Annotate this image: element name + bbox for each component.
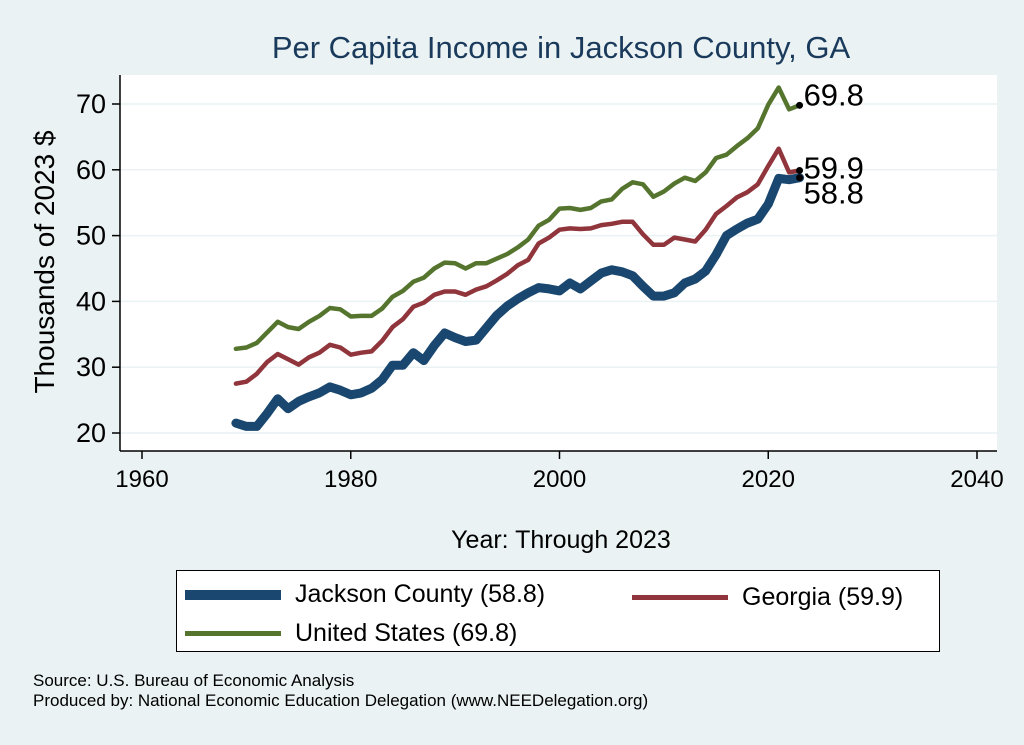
x-tick-label-2020: 2020 [742, 466, 795, 493]
y-tick-label-30: 30 [76, 352, 106, 382]
gridlines [120, 103, 997, 434]
series-lines [231, 85, 805, 431]
source-note: Source: U.S. Bureau of Economic Analysis [33, 671, 355, 690]
x-tick-label-1960: 1960 [115, 466, 168, 493]
y-tick-label-60: 60 [76, 155, 106, 185]
legend-label-georgia: Georgia (59.9) [742, 583, 904, 611]
x-tick-label-2040: 2040 [950, 466, 1003, 493]
end-label-jackson-county: 58.8 [804, 176, 864, 211]
y-tick-label-20: 20 [76, 418, 106, 448]
legend-label-jackson: Jackson County (58.8) [295, 580, 546, 608]
end-label-united-states: 69.8 [804, 77, 864, 112]
legend-swatch-georgia [632, 595, 728, 600]
series-line-united-states [233, 85, 802, 352]
y-tick-label-50: 50 [76, 221, 106, 251]
x-tick-label-1980: 1980 [324, 466, 377, 493]
end-marker-united-states [796, 101, 804, 109]
end-labels: 58.859.9 69.8 [796, 77, 864, 211]
plot-area [120, 75, 997, 451]
series-line-jackson-county [231, 173, 805, 431]
chart-title: Per Capita Income in Jackson County, GA [272, 30, 851, 65]
legend-label-us: United States (69.8) [295, 619, 518, 647]
end-marker-jackson-county [796, 174, 804, 182]
legend-entry-georgia: Georgia (59.9) [632, 583, 903, 612]
y-tick-label-70: 70 [76, 89, 106, 119]
y-axis-title: Thousands of 2023 $ [29, 130, 60, 394]
legend-swatch-jackson [185, 589, 281, 600]
produced-by-note: Produced by: National Economic Education… [33, 691, 649, 710]
axes: 20 30 40 50 60 70 1960 1980 2000 2020 2040 [76, 75, 1004, 493]
end-marker-georgia [796, 166, 804, 174]
footer: Source: U.S. Bureau of Economic Analysis… [33, 671, 648, 711]
x-tick-label-2000: 2000 [533, 466, 586, 493]
x-axis-title: Year: Through 2023 [451, 526, 671, 554]
y-tick-label-40: 40 [76, 286, 106, 316]
legend-entry-us: United States (69.8) [185, 619, 517, 648]
legend-swatch-us [185, 631, 281, 636]
legend: Jackson County (58.8) Georgia (59.9) Uni… [176, 570, 940, 652]
legend-entry-jackson: Jackson County (58.8) [185, 580, 545, 609]
series-line-georgia [233, 146, 802, 386]
end-label-georgia: 59.9 [804, 150, 864, 185]
